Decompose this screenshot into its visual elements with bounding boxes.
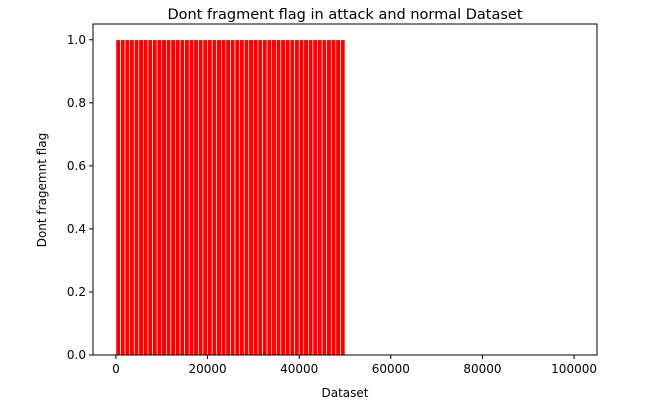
y-axis-ticks: 0.0 0.2 0.4 0.6 0.8 1.0 (67, 33, 93, 362)
x-tick-label: 40000 (280, 362, 318, 376)
y-tick-label: 0.6 (67, 159, 86, 173)
bar-31 (257, 39, 263, 356)
bar-14 (179, 39, 185, 356)
bar-15 (184, 39, 190, 356)
bar-34 (271, 39, 277, 356)
bar-35 (275, 39, 282, 356)
bar-16 (188, 39, 195, 356)
bar-8 (152, 39, 158, 356)
x-tick-label: 60000 (372, 362, 410, 376)
bar-25 (230, 39, 236, 356)
bar-37 (285, 39, 291, 356)
x-tick-label: 100000 (551, 362, 597, 376)
bar-9 (156, 39, 163, 356)
y-tick-label: 0.2 (67, 285, 86, 299)
y-tick-label: 0.4 (67, 222, 86, 236)
y-axis-label: Dont fragemnt flag (35, 133, 49, 248)
bar-43 (312, 39, 318, 356)
bar-12 (170, 39, 176, 356)
x-axis-ticks: 0 20000 40000 60000 80000 100000 (112, 355, 597, 376)
bar-26 (234, 39, 240, 356)
bar-20 (207, 39, 213, 356)
y-tick-label: 0.8 (67, 96, 86, 110)
bar-21 (211, 39, 218, 356)
bar-30 (253, 39, 259, 356)
bar-45 (321, 39, 327, 356)
bar-0 (115, 39, 121, 356)
bar-2 (124, 39, 130, 356)
bar-13 (175, 39, 181, 356)
bar-36 (280, 39, 286, 356)
bar-6 (143, 39, 149, 356)
bar-38 (289, 39, 295, 356)
bar-48 (335, 39, 341, 356)
bar-28 (243, 39, 250, 356)
bar-11 (166, 39, 172, 356)
bar-47 (330, 39, 337, 356)
chart-title: Dont fragment flag in attack and normal … (167, 7, 522, 23)
bar-3 (129, 39, 135, 356)
bar-19 (202, 39, 208, 356)
bar-27 (239, 39, 245, 356)
bar-24 (225, 39, 231, 356)
x-tick-label: 80000 (463, 362, 501, 376)
bar-46 (326, 39, 332, 356)
bar-23 (220, 39, 227, 356)
x-axis-label: Dataset (322, 386, 369, 400)
y-tick-label: 0.0 (67, 348, 86, 362)
bar-44 (317, 39, 323, 356)
bar-22 (216, 39, 222, 356)
bar-4 (133, 39, 140, 356)
bars-group (115, 39, 346, 356)
bar-49 (340, 39, 346, 356)
bar-33 (266, 39, 272, 356)
bar-32 (262, 39, 268, 356)
bar-5 (138, 39, 144, 356)
bar-42 (308, 39, 314, 356)
x-tick-label: 0 (112, 362, 120, 376)
bar-7 (147, 39, 153, 356)
plot-area-frame (92, 23, 598, 356)
bar-40 (298, 39, 305, 356)
bar-39 (294, 39, 300, 356)
bar-29 (248, 39, 254, 356)
bar-41 (303, 39, 309, 356)
bar-10 (161, 39, 167, 356)
bar-17 (193, 39, 199, 356)
x-tick-label: 20000 (188, 362, 226, 376)
y-tick-label: 1.0 (67, 33, 86, 47)
bar-1 (120, 39, 126, 356)
bar-18 (198, 39, 204, 356)
